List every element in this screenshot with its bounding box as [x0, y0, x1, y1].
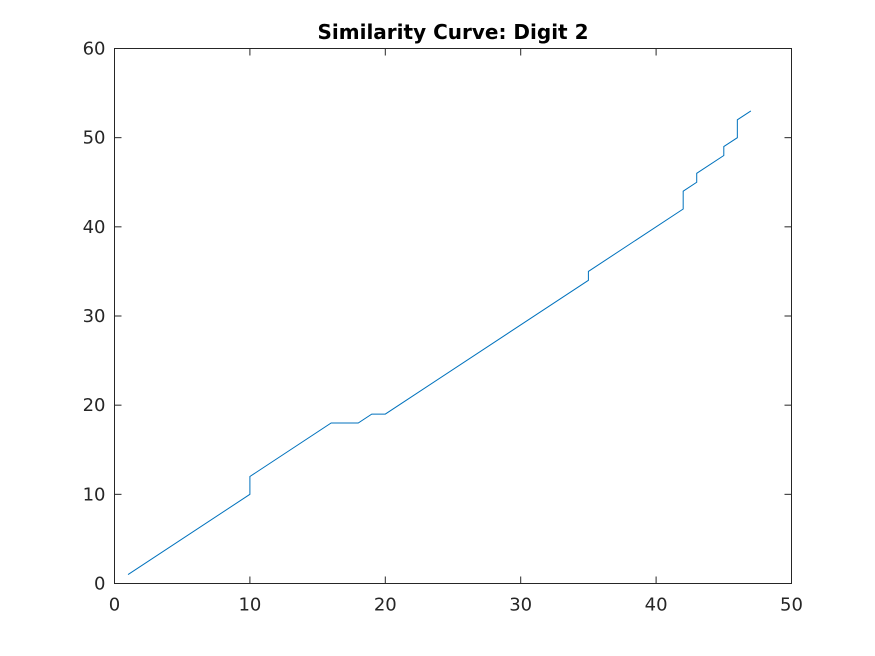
- series-line: [127, 110, 752, 575]
- y-tick-label: 60: [83, 39, 106, 60]
- y-tick-label: 30: [83, 306, 106, 327]
- x-tick-label: 0: [109, 595, 120, 616]
- x-tick-label: 20: [374, 595, 397, 616]
- ticks-layer: 0 10 20 30 40 50 0 10 20 30 40 50 60: [83, 39, 803, 616]
- chart-title: Similarity Curve: Digit 2: [318, 20, 589, 44]
- y-tick-label: 50: [83, 128, 106, 149]
- plot-area: [114, 48, 792, 584]
- x-tick-label: 40: [645, 595, 668, 616]
- y-tick-label: 40: [83, 217, 106, 238]
- x-tick-label: 30: [509, 595, 532, 616]
- x-tick-label: 50: [780, 595, 803, 616]
- y-tick-label: 20: [83, 395, 106, 416]
- x-tick-label: 10: [238, 595, 261, 616]
- series-layer: [127, 110, 752, 575]
- y-tick-label: 10: [83, 484, 106, 505]
- y-tick-label: 0: [94, 574, 105, 595]
